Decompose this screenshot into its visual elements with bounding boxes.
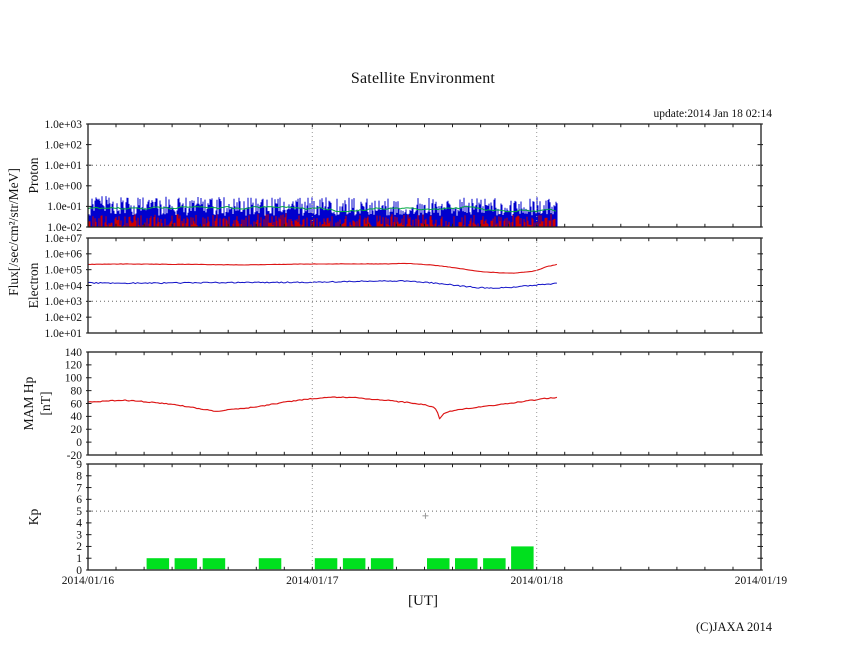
proton-panel: 1.0e+03 1.0e+02 1.0e+01 1.0e+00 1.0e-01 1.0e-… xyxy=(26,119,763,234)
mam-hp-panel-border xyxy=(87,351,762,456)
electron-panel-border xyxy=(87,237,762,334)
electron-ytick-label: 1.0e+04 xyxy=(45,280,83,292)
kp-bar xyxy=(202,558,226,570)
mam-hp-ytick-label: 40 xyxy=(71,411,83,423)
kp-panel-border xyxy=(87,463,762,571)
electron-ytick-label: 1.0e+06 xyxy=(45,249,83,261)
page-title: Satellite Environment xyxy=(350,70,496,87)
proton-axis-label: Proton xyxy=(26,157,41,193)
electron-ytick-label: 1.0e+07 xyxy=(45,233,83,245)
mam-hp-ytick-label: 60 xyxy=(71,398,83,410)
kp-ytick-label: 6 xyxy=(76,494,82,506)
electron-ytick-label: 1.0e+03 xyxy=(45,296,83,308)
x-axis-day-label: 2014/01/19 xyxy=(735,575,788,587)
proton-channel-green xyxy=(87,206,557,213)
mam-hp-ytick-label: -20 xyxy=(67,450,83,462)
kp-bar xyxy=(146,558,170,570)
proton-ytick-label: 1.0e-01 xyxy=(47,201,82,213)
kp-ytick-label: 8 xyxy=(76,471,82,483)
proton-ytick-label: 1.0e+02 xyxy=(45,139,83,151)
kp-bar xyxy=(455,558,478,570)
kp-plus-marker xyxy=(422,512,429,519)
mam-hp-axis-unit-label: [nT] xyxy=(38,392,53,416)
kp-ytick-label: 4 xyxy=(76,518,82,530)
electron-high-red xyxy=(87,262,558,274)
kp-bar xyxy=(511,546,534,570)
electron-low-blue xyxy=(87,280,557,289)
kp-ytick-label: 1 xyxy=(76,553,82,565)
kp-ytick-label: 0 xyxy=(76,565,82,577)
mam-hp-axis-label: MAM Hp xyxy=(21,376,36,430)
electron-ytick-label: 1.0e+05 xyxy=(45,264,83,276)
mam-hp-ytick-label: 100 xyxy=(65,373,83,385)
kp-ytick-label: 9 xyxy=(76,459,82,471)
electron-panel: 1.0e+07 1.0e+06 1.0e+05 1.0e+04 1.0e+03 1.0e+… xyxy=(26,233,763,340)
proton-ytick-label: 1.0e+03 xyxy=(45,119,83,131)
x-axis-day-label: 2014/01/17 xyxy=(286,575,339,587)
copyright-text: (C)JAXA 2014 xyxy=(695,620,772,634)
update-timestamp: update:2014 Jan 18 02:14 xyxy=(653,108,773,120)
hp-red xyxy=(87,396,558,420)
x-axis-day-label: 2014/01/18 xyxy=(511,575,564,587)
x-axis-unit-label: [UT] xyxy=(408,593,438,609)
kp-ytick-label: 3 xyxy=(76,529,82,541)
mam-hp-ytick-label: 0 xyxy=(76,437,82,449)
kp-bar xyxy=(427,558,450,570)
mam-hp-ytick-label: 140 xyxy=(65,347,83,359)
electron-ytick-label: 1.0e+01 xyxy=(45,328,83,340)
x-axis-day-labels: 2014/01/16 2014/01/17 2014/01/18 2014/01/19 xyxy=(62,575,788,587)
proton-ytick-label: 1.0e+01 xyxy=(45,160,83,172)
kp-axis-label: Kp xyxy=(26,509,41,526)
electron-axis-label: Electron xyxy=(26,262,41,308)
kp-bar xyxy=(370,558,394,570)
proton-ytick-label: 1.0e-02 xyxy=(47,222,82,234)
kp-bar xyxy=(483,558,506,570)
kp-bar xyxy=(342,558,366,570)
electron-ytick-label: 1.0e+02 xyxy=(45,312,83,324)
mam-hp-ytick-label: 80 xyxy=(71,385,83,397)
kp-ytick-label: 2 xyxy=(76,541,82,553)
mam-hp-ytick-label: 120 xyxy=(65,360,83,372)
kp-bar xyxy=(258,558,282,570)
kp-bar xyxy=(174,558,198,570)
proton-ytick-label: 1.0e+00 xyxy=(45,181,83,193)
kp-ytick-label: 5 xyxy=(76,506,82,518)
mam-hp-ytick-label: 20 xyxy=(71,424,83,436)
kp-bar xyxy=(314,558,338,570)
x-axis-day-label: 2014/01/16 xyxy=(62,575,115,587)
kp-ytick-label: 7 xyxy=(76,482,82,494)
flux-axis-label: Flux[/sec/cm²/str/MeV] xyxy=(6,168,21,296)
